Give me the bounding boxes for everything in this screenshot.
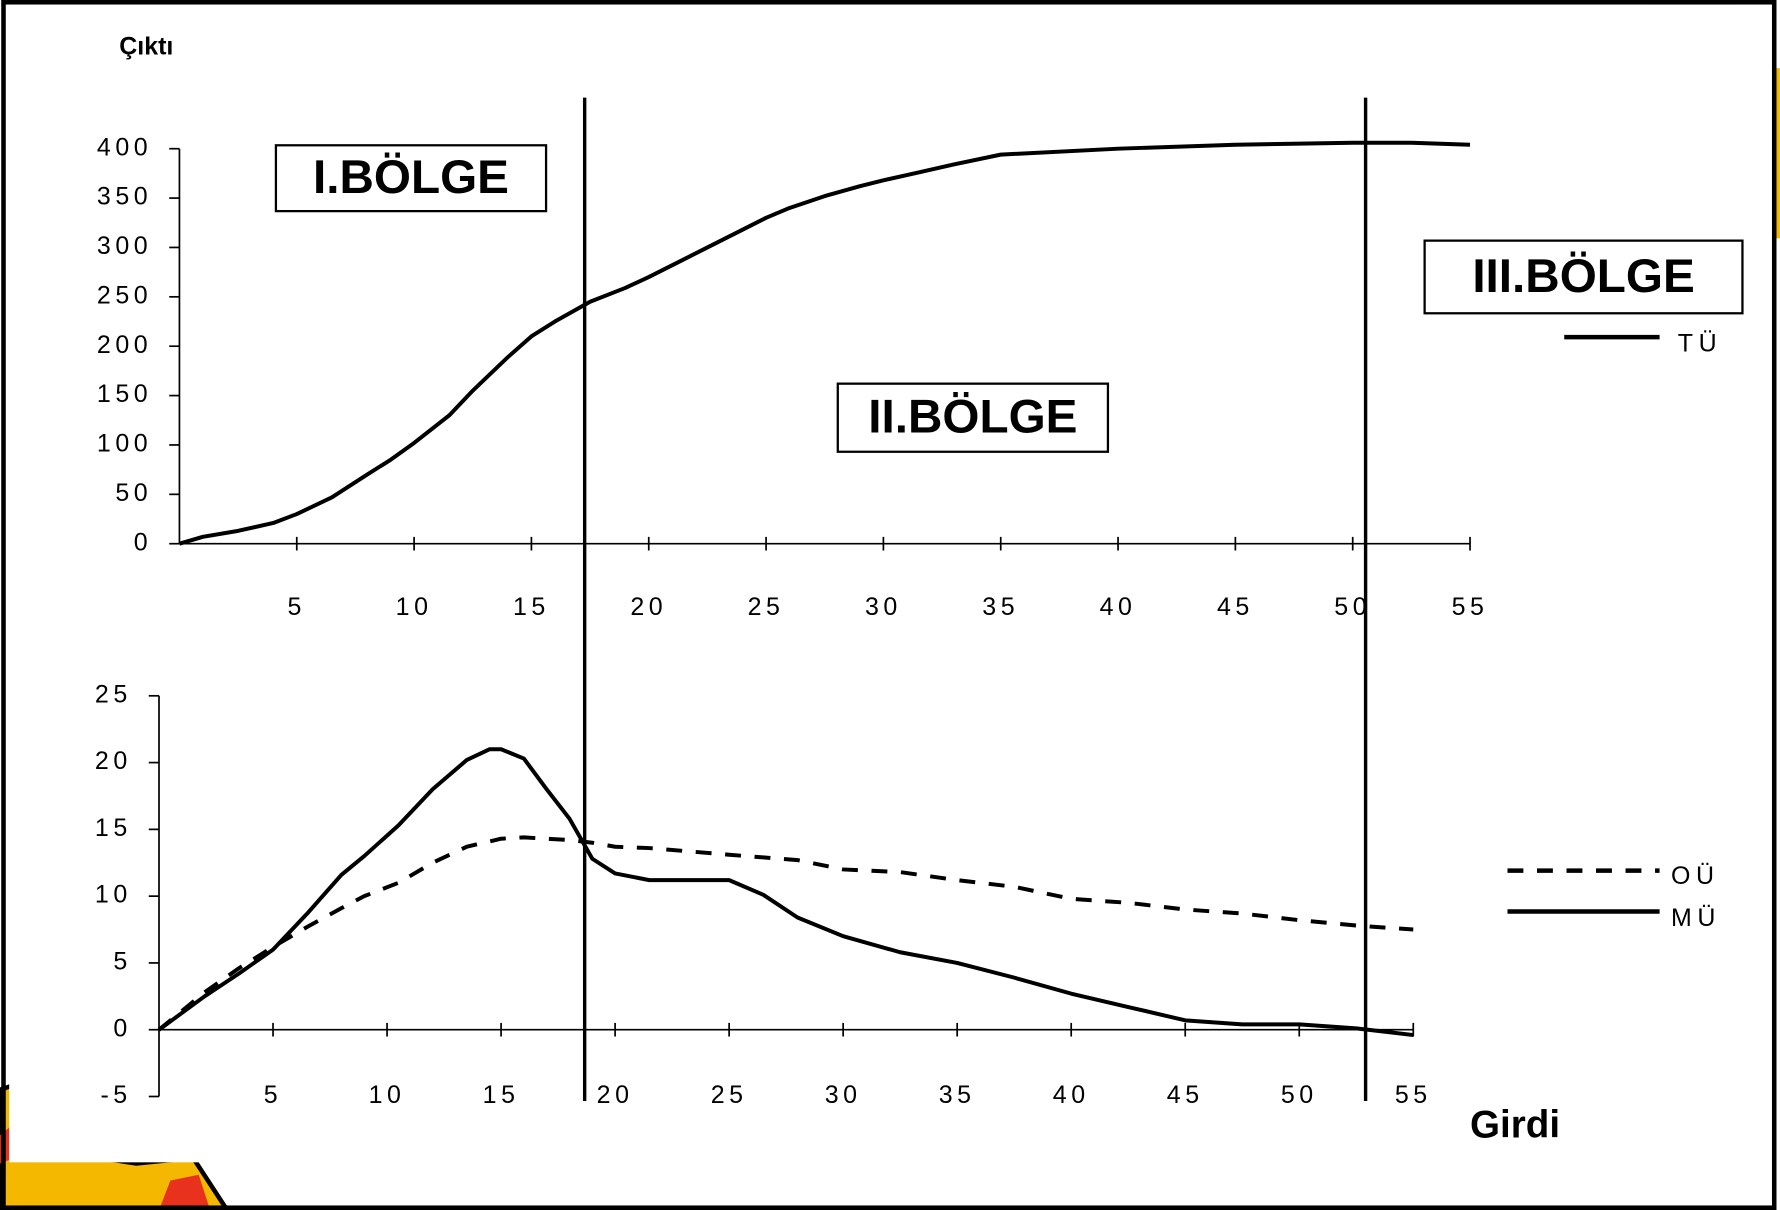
y-tick-label: 100 <box>97 430 152 458</box>
x-tick-label: 20 <box>630 593 667 621</box>
x-tick-label: 45 <box>1217 593 1254 621</box>
legend-label: OÜ <box>1671 862 1720 890</box>
x-tick-label: 5 <box>288 593 306 621</box>
annotation: I.BÖLGE <box>313 151 509 204</box>
y-tick-label: 200 <box>97 331 152 359</box>
y-tick-label: 150 <box>97 380 152 408</box>
chart-page: 0501001502002503003504005101520253035404… <box>0 0 1780 1210</box>
x-tick-label: 30 <box>825 1081 862 1109</box>
x-tick-label: 5 <box>264 1081 282 1109</box>
y-tick-label: -5 <box>100 1081 131 1109</box>
annotation: II.BÖLGE <box>868 391 1077 444</box>
x-tick-label: 15 <box>483 1081 520 1109</box>
x-tick-label: 15 <box>513 593 550 621</box>
y-tick-label: 400 <box>97 133 152 161</box>
x-tick-label: 50 <box>1281 1081 1318 1109</box>
y-tick-label: 25 <box>95 680 132 708</box>
x-tick-label: 45 <box>1167 1081 1204 1109</box>
y-tick-label: 5 <box>113 948 131 976</box>
y-tick-label: 10 <box>95 881 132 909</box>
x-axis-label: Girdi <box>1470 1103 1560 1146</box>
y-tick-label: 0 <box>134 528 152 556</box>
y-tick-label: 350 <box>97 183 152 211</box>
x-tick-label: 25 <box>748 593 785 621</box>
y-tick-label: 300 <box>97 232 152 260</box>
legend-label: TÜ <box>1678 330 1723 358</box>
x-tick-label: 40 <box>1053 1081 1090 1109</box>
legend-label: MÜ <box>1671 904 1721 932</box>
x-tick-label: 55 <box>1395 1081 1432 1109</box>
x-tick-label: 20 <box>597 1081 634 1109</box>
x-tick-label: 10 <box>369 1081 406 1109</box>
y-tick-label: 20 <box>95 747 132 775</box>
y-tick-label: 50 <box>115 479 152 507</box>
x-tick-label: 40 <box>1100 593 1137 621</box>
x-tick-label: 10 <box>396 593 433 621</box>
x-tick-label: 25 <box>711 1081 748 1109</box>
x-tick-label: 35 <box>982 593 1019 621</box>
x-tick-label: 55 <box>1452 593 1489 621</box>
x-tick-label: 30 <box>865 593 902 621</box>
x-tick-label: 35 <box>939 1081 976 1109</box>
y-tick-label: 0 <box>113 1014 131 1042</box>
annotation: III.BÖLGE <box>1472 250 1694 303</box>
y-tick-label: 250 <box>97 281 152 309</box>
y-tick-label: 15 <box>95 814 132 842</box>
y-axis-label: Çıktı <box>119 32 173 60</box>
